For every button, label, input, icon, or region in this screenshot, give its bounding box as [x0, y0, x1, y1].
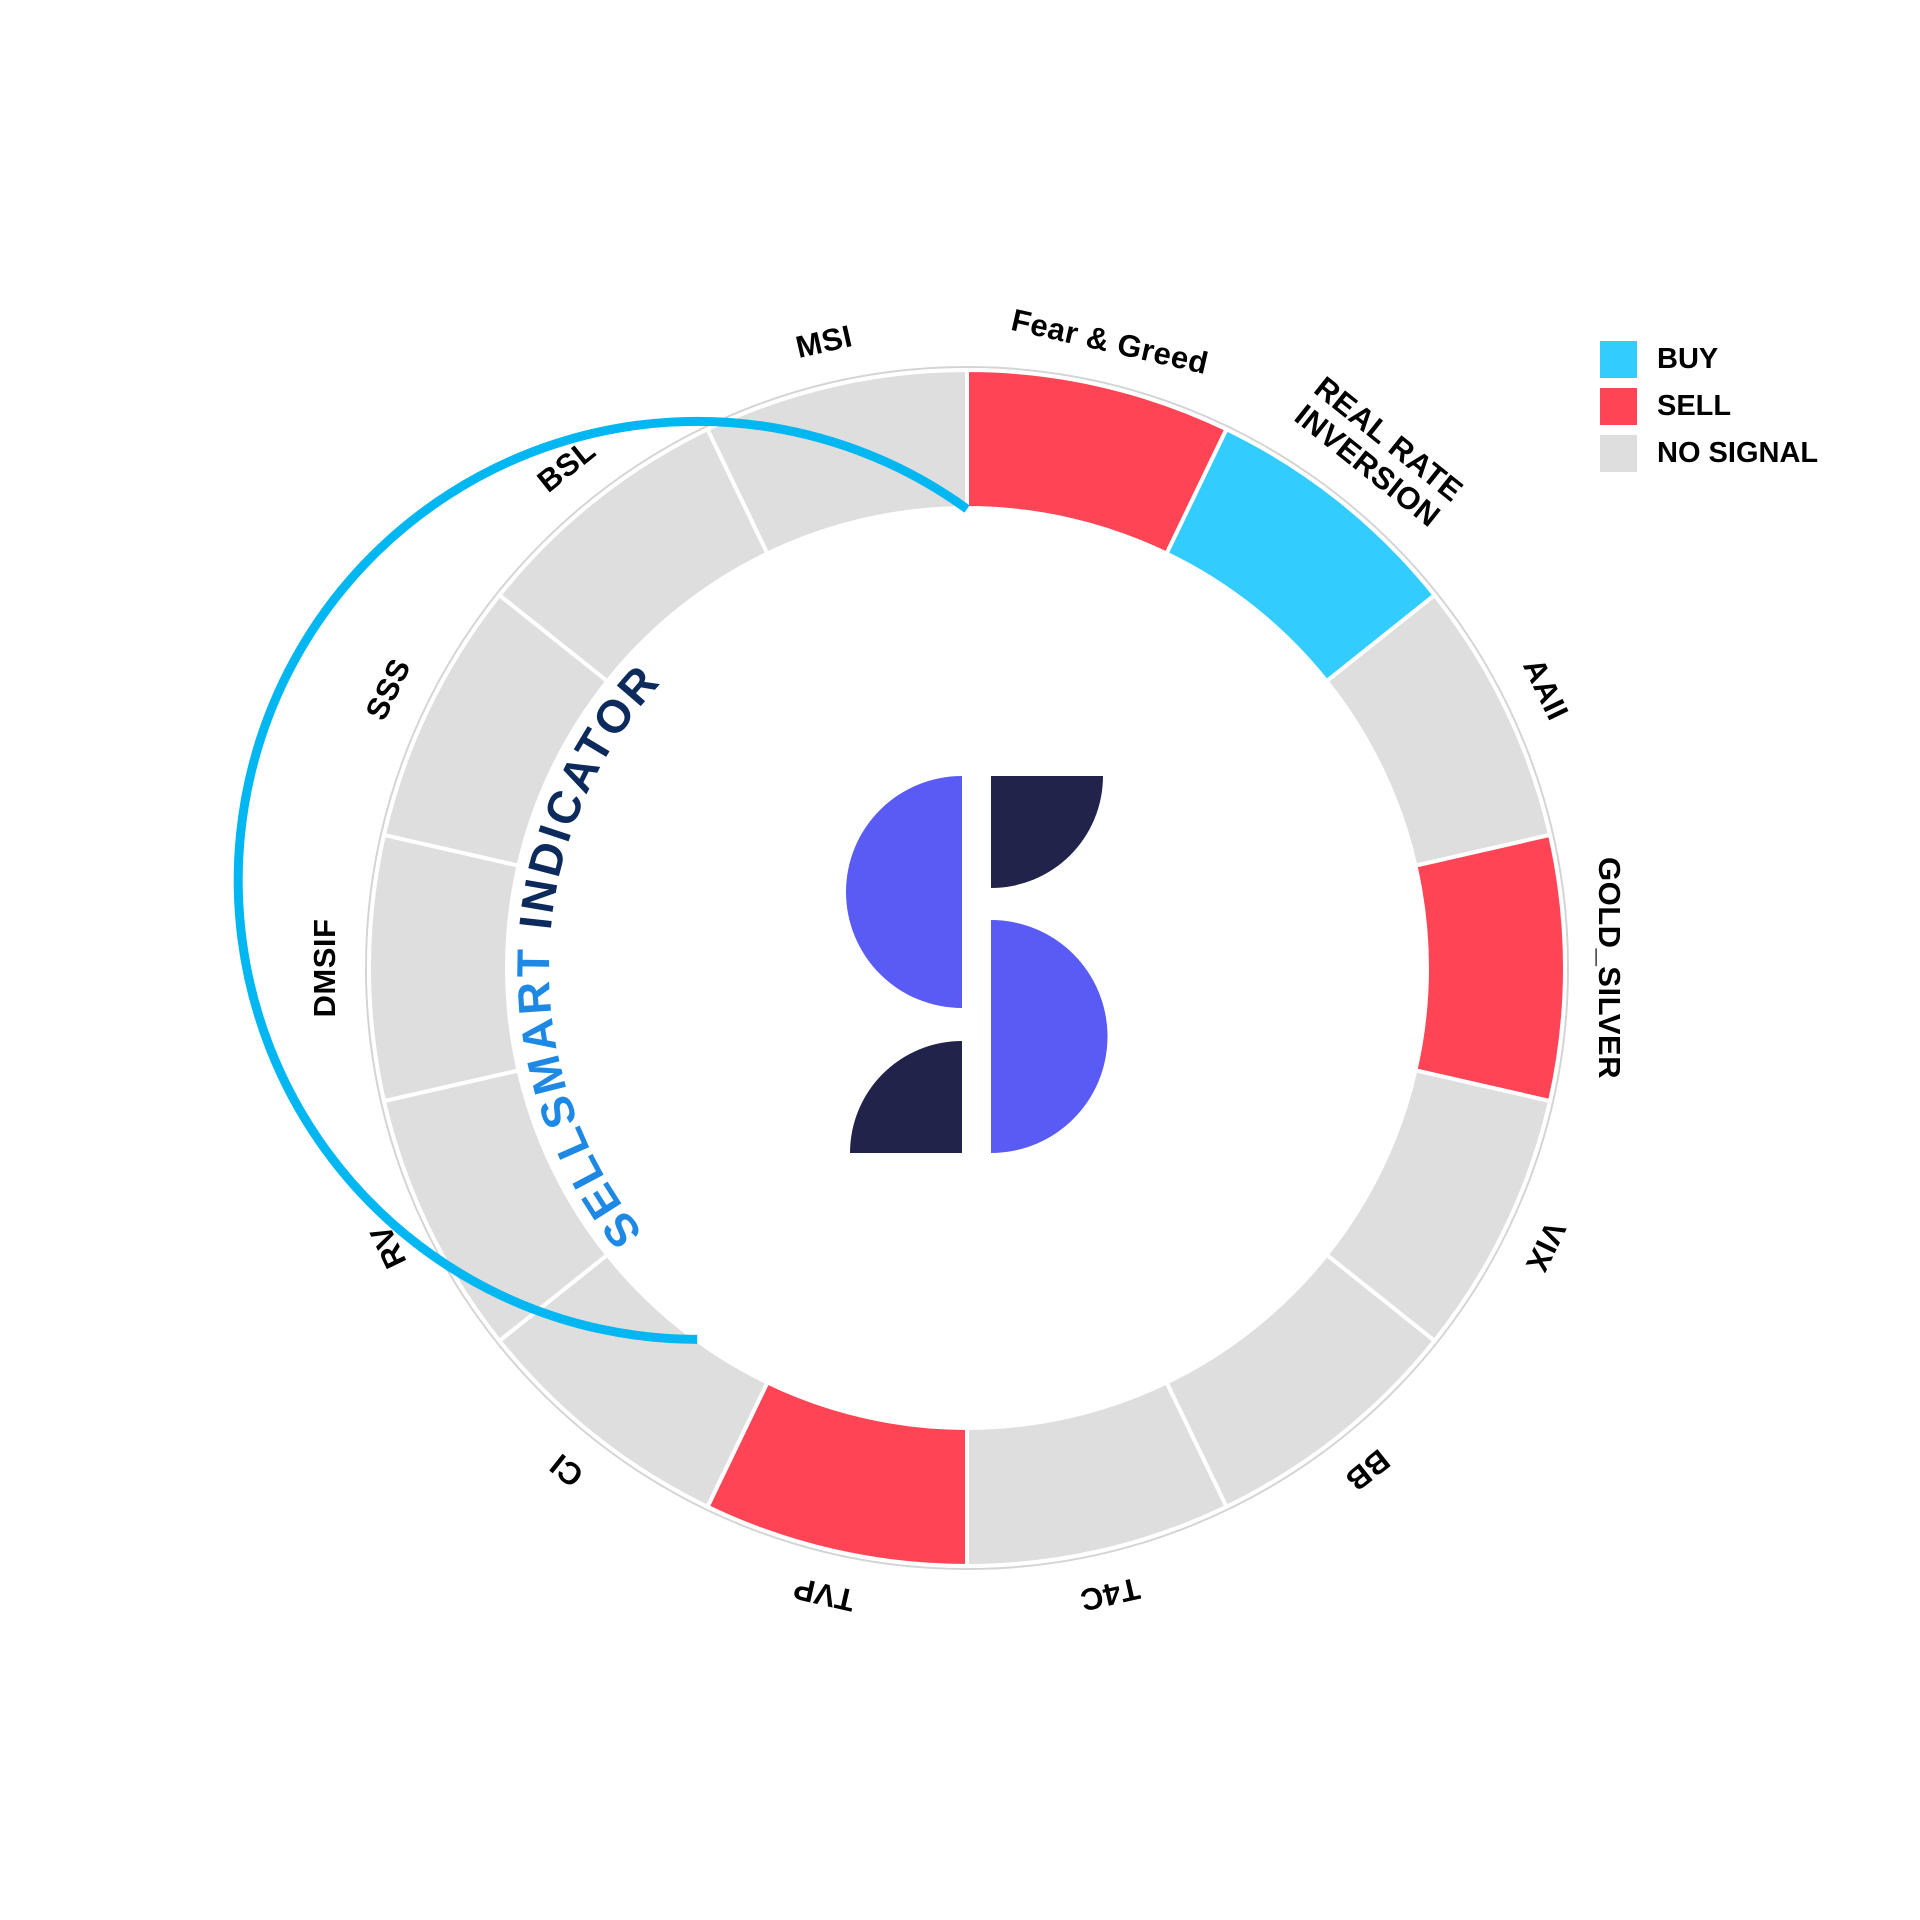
- logo-navy-upper-quarter: [991, 776, 1103, 888]
- segments-layer: [365, 366, 1569, 1570]
- segment-label-tvp: TVP: [790, 1570, 858, 1618]
- legend-item-sell: SELL: [1600, 383, 1818, 430]
- legend-swatch-sell: [1600, 388, 1637, 425]
- segment-label-text: Fear & Greed: [1008, 302, 1211, 381]
- segment-label-text: GOLD_SILVER: [1592, 857, 1627, 1079]
- legend-label-sell: SELL: [1657, 390, 1732, 422]
- segment-label-aaii: AAII: [1516, 653, 1575, 726]
- segment-label-text: RV: [363, 1220, 413, 1274]
- progress-arc: [233, 416, 970, 1344]
- segment-label-text: CI: [543, 1447, 590, 1494]
- segment-label-text: BB: [1339, 1442, 1397, 1498]
- legend-swatch-buy: [1600, 341, 1637, 378]
- legend: BUY SELL NO SIGNAL: [1600, 336, 1818, 477]
- segment-label-dmsif: DMSIF: [307, 919, 342, 1018]
- segment-gold-silver: [1413, 832, 1568, 1104]
- legend-label-buy: BUY: [1657, 343, 1719, 375]
- segment-label-text: MSI: [793, 318, 856, 365]
- logo-violet-upper-half: [846, 776, 962, 1008]
- logo-navy-lower-quarter: [850, 1041, 962, 1153]
- segment-label-bb: BB: [1339, 1442, 1397, 1498]
- segment-label-text: VIX: [1519, 1216, 1573, 1278]
- segment-label-text: T4C: [1077, 1571, 1143, 1618]
- segment-label-sss: SSS: [359, 653, 418, 725]
- legend-swatch-no-signal: [1600, 435, 1637, 472]
- segment-msi: [704, 367, 969, 557]
- segment-label-text: DMSIF: [307, 919, 342, 1018]
- segment-label-msi: MSI: [793, 318, 856, 365]
- segment-label-text: AAII: [1516, 653, 1575, 726]
- segment-label-t4c: T4C: [1077, 1571, 1143, 1618]
- legend-item-no-signal: NO SIGNAL: [1600, 430, 1818, 477]
- segment-label-vix: VIX: [1519, 1216, 1573, 1278]
- segment-label-rv: RV: [363, 1220, 413, 1274]
- segment-label-fear-greed: Fear & Greed: [1008, 302, 1211, 381]
- donut-outer-border: [365, 366, 1569, 1570]
- segment-label-text: SSS: [359, 653, 418, 725]
- logo-violet-lower-half: [991, 920, 1108, 1153]
- segment-label-ci: CI: [543, 1447, 590, 1494]
- legend-label-no-signal: NO SIGNAL: [1657, 437, 1819, 469]
- sellsmart-logo-icon: [846, 776, 1108, 1153]
- progress-arc-layer: [233, 416, 970, 1344]
- legend-item-buy: BUY: [1600, 336, 1818, 383]
- segment-dmsif: [366, 832, 521, 1104]
- segment-label-text: TVP: [790, 1570, 858, 1618]
- segment-label-gold-silver: GOLD_SILVER: [1592, 857, 1627, 1079]
